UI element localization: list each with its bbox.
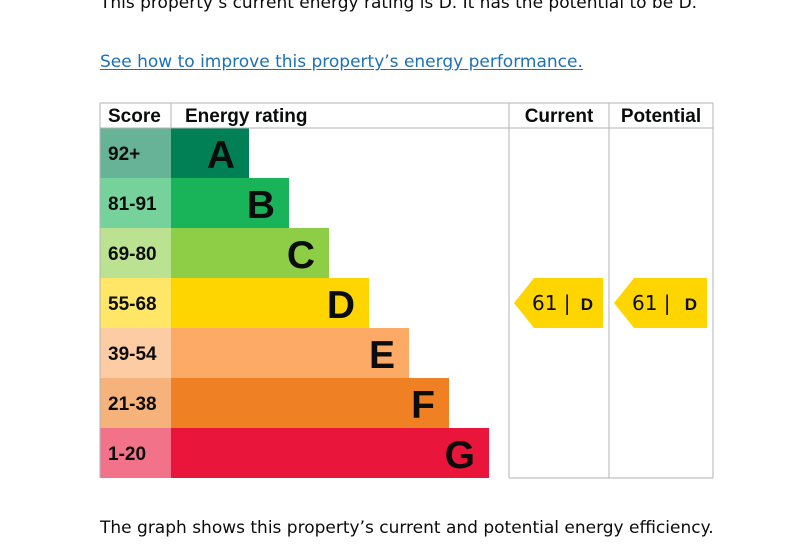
score-cell-g xyxy=(100,428,171,478)
header-current: Current xyxy=(525,106,594,127)
score-cell-d xyxy=(100,278,171,328)
band-bar-b xyxy=(171,178,289,228)
current-rating-summary: This property’s current energy rating is… xyxy=(100,0,698,13)
score-label-e: 39-54 xyxy=(108,344,157,365)
potential-rating-score-value: 61 | xyxy=(632,291,671,315)
band-bar-f xyxy=(171,378,449,428)
band-bar-d xyxy=(171,278,369,328)
band-bar-e xyxy=(171,328,409,378)
current-rating-band-letter: D xyxy=(581,295,593,314)
current-rating-score-value: 61 | xyxy=(532,291,571,315)
potential-rating-marker xyxy=(614,278,707,328)
header-potential: Potential xyxy=(621,106,701,127)
band-letter-b: B xyxy=(247,184,275,227)
score-label-a: 92+ xyxy=(108,144,140,165)
score-label-c: 69-80 xyxy=(108,244,157,265)
band-letter-e: E xyxy=(369,334,395,377)
band-letter-d: D xyxy=(327,284,355,327)
current-rating-marker xyxy=(514,278,603,328)
improve-energy-performance-link[interactable]: See how to improve this property’s energ… xyxy=(100,52,583,72)
score-cell-a xyxy=(100,128,171,178)
band-bar-a xyxy=(171,128,249,178)
header-score: Score xyxy=(108,106,161,127)
potential-rating-band-letter: D xyxy=(685,295,697,314)
header-energy-rating: Energy rating xyxy=(185,106,307,127)
score-label-b: 81-91 xyxy=(108,194,157,215)
score-cell-e xyxy=(100,328,171,378)
band-bar-g xyxy=(171,428,489,478)
band-letter-f: F xyxy=(411,384,435,427)
score-label-d: 55-68 xyxy=(108,294,157,315)
score-cell-f xyxy=(100,378,171,428)
score-label-f: 21-38 xyxy=(108,394,157,415)
band-letter-a: A xyxy=(207,134,235,177)
band-bar-c xyxy=(171,228,329,278)
score-cell-b xyxy=(100,178,171,228)
graph-description: The graph shows this property’s current … xyxy=(100,518,714,538)
score-label-g: 1-20 xyxy=(108,444,146,465)
band-letter-g: G xyxy=(445,434,475,477)
band-letter-c: C xyxy=(287,234,315,277)
score-cell-c xyxy=(100,228,171,278)
